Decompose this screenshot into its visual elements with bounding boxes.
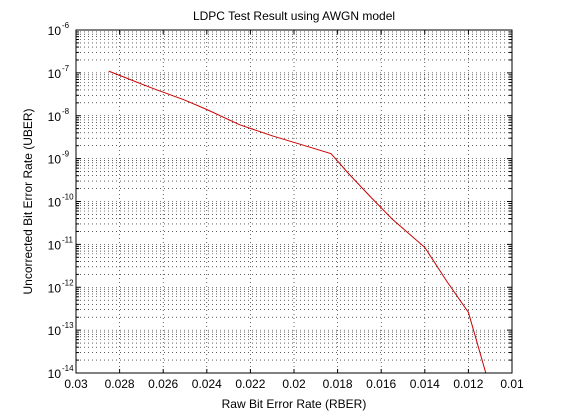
y-tick-label: 10	[48, 367, 62, 381]
y-tick-exponent: -14	[62, 364, 74, 373]
y-tick-exponent: -9	[62, 150, 70, 159]
y-tick-label: 10	[48, 67, 62, 81]
y-tick-label: 10	[48, 110, 62, 124]
x-tick-label: 0.014	[410, 377, 440, 391]
x-tick-label: 0.016	[366, 377, 396, 391]
y-tick-label: 10	[48, 24, 62, 38]
x-tick-label: 0.03	[64, 377, 88, 391]
y-tick-exponent: -6	[62, 21, 70, 30]
y-tick-exponent: -12	[62, 278, 74, 287]
x-axis-label: Raw Bit Error Rate (RBER)	[222, 397, 367, 411]
y-tick-label: 10	[48, 153, 62, 167]
y-tick-exponent: -7	[62, 64, 70, 73]
x-tick-label: 0.02	[282, 377, 306, 391]
y-tick-label: 10	[48, 281, 62, 295]
tick-labels: 0.03 0.028 0.026 0.024 0.022 0.02 0.018 0.016 0.…	[48, 21, 524, 391]
series-line	[108, 70, 487, 374]
y-tick-exponent: -11	[62, 235, 74, 244]
x-tick-label: 0.024	[192, 377, 222, 391]
y-tick-label: 10	[48, 238, 62, 252]
x-tick-label: 0.01	[500, 377, 524, 391]
x-tick-label: 0.022	[235, 377, 265, 391]
y-tick-label: 10	[48, 324, 62, 338]
series-layer	[108, 70, 487, 374]
plot-area	[76, 30, 512, 373]
y-tick-exponent: -13	[62, 321, 74, 330]
y-tick-label: 10	[48, 196, 62, 210]
chart-title: LDPC Test Result using AWGN model	[193, 9, 395, 23]
x-tick-label: 0.026	[148, 377, 178, 391]
x-tick-label: 0.028	[105, 377, 135, 391]
y-tick-exponent: -8	[62, 107, 70, 116]
y-axis-label: Uncorrected Bit Error Rate (UBER)	[21, 108, 35, 294]
x-tick-label: 0.012	[453, 377, 483, 391]
x-tick-label: 0.018	[323, 377, 353, 391]
grid	[76, 30, 512, 373]
y-tick-exponent: -10	[62, 193, 74, 202]
ticks-layer	[75, 29, 513, 374]
